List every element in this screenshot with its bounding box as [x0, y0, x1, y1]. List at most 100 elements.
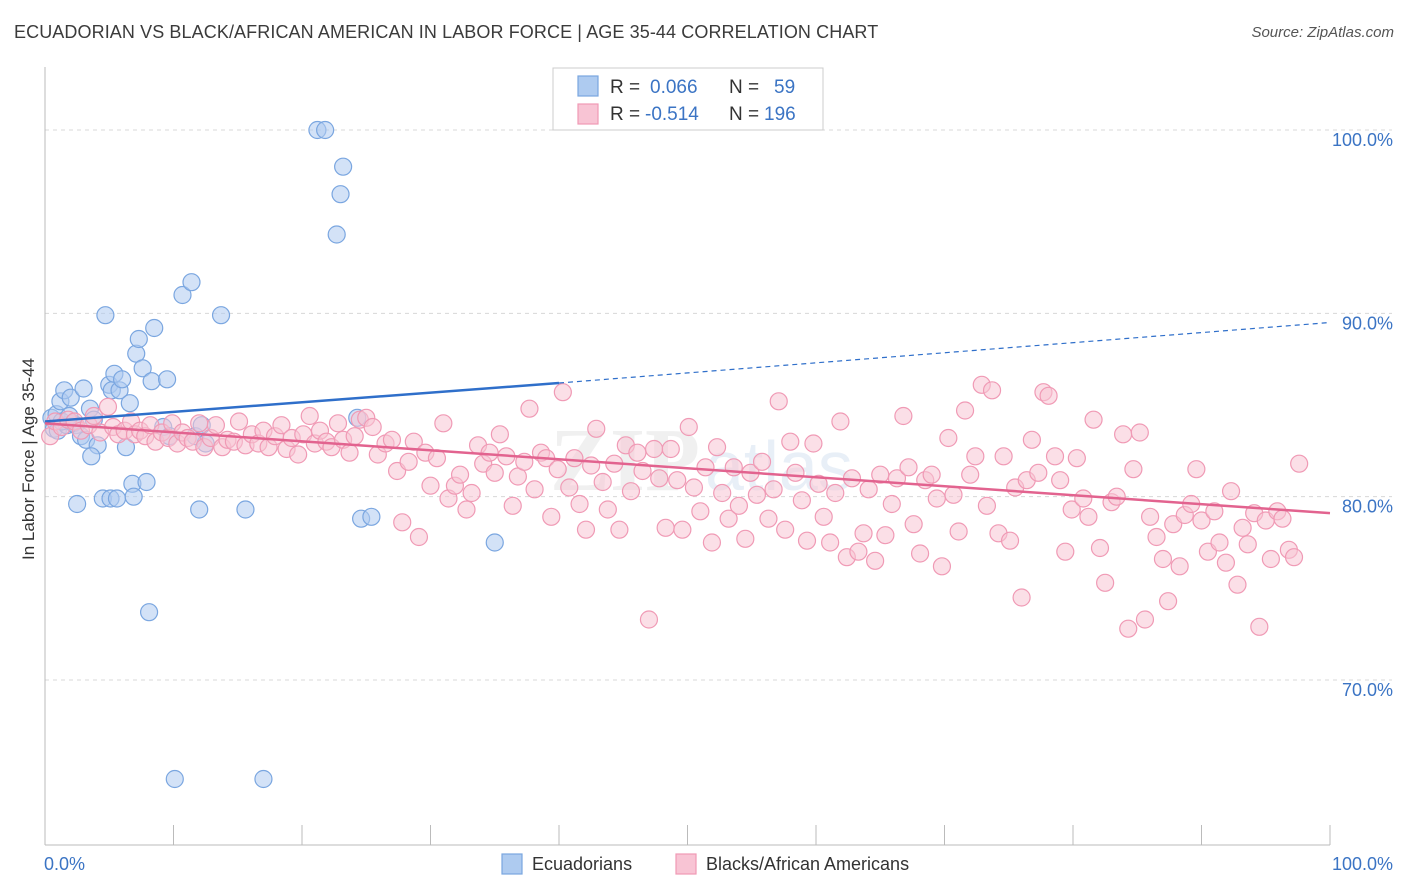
trend-lines: [44, 321, 1331, 515]
y-tick-label: 100.0%: [1332, 130, 1393, 150]
data-point: [289, 445, 308, 464]
data-point: [876, 526, 895, 545]
legend-swatch-pink: [577, 103, 599, 125]
data-point: [450, 465, 470, 484]
data-point: [1090, 538, 1110, 558]
data-point: [1273, 509, 1292, 528]
data-point: [1210, 533, 1229, 552]
trend-line-ecuadorians: [44, 381, 560, 423]
data-point: [644, 439, 664, 459]
data-point: [776, 520, 795, 539]
data-point: [899, 458, 918, 477]
data-point: [485, 533, 504, 552]
data-point: [831, 412, 850, 431]
data-point: [139, 603, 159, 622]
data-point: [696, 458, 715, 477]
data-point: [1130, 423, 1149, 442]
data-point: [961, 465, 980, 484]
bottom-legend-swatch-blue: [501, 853, 523, 875]
data-point: [409, 527, 429, 547]
data-point: [702, 533, 722, 552]
data-point: [570, 494, 589, 514]
data-point: [61, 388, 80, 407]
data-point: [165, 769, 184, 789]
y-tick-label: 90.0%: [1342, 313, 1393, 333]
data-point: [1045, 447, 1065, 466]
legend-r-value-blue: 0.066: [650, 77, 698, 98]
data-point: [650, 469, 669, 488]
legend-r-label-blue: R =: [610, 77, 640, 98]
data-point: [809, 474, 828, 493]
data-point: [797, 531, 817, 550]
data-point: [859, 480, 878, 499]
data-point: [334, 157, 353, 176]
data-point: [565, 449, 584, 468]
data-point: [1187, 460, 1206, 479]
data-point: [1158, 592, 1178, 611]
data-point: [1147, 527, 1166, 547]
data-point: [826, 483, 845, 503]
bottom-legend-label-pink: Blacks/African Americans: [706, 854, 909, 874]
data-point: [982, 381, 1002, 400]
data-point: [673, 520, 692, 539]
data-point: [542, 507, 561, 526]
legend-n-label-pink: N =: [729, 104, 759, 125]
data-point: [462, 483, 481, 503]
data-point: [691, 502, 710, 521]
data-point: [752, 452, 772, 471]
data-point: [503, 496, 522, 515]
legend-n-value-blue: 59: [774, 77, 795, 98]
data-point: [112, 370, 132, 389]
data-point: [668, 471, 687, 490]
data-point: [137, 472, 156, 492]
data-point: [331, 185, 350, 204]
data-point: [1284, 548, 1304, 567]
data-point: [707, 438, 727, 457]
data-point: [173, 285, 192, 305]
data-point: [639, 610, 659, 629]
legend-n-label-blue: N =: [729, 77, 759, 98]
data-point: [994, 447, 1013, 466]
data-point: [327, 225, 346, 244]
legend-n-value-pink: 196: [764, 104, 796, 125]
data-point: [206, 416, 226, 435]
data-point: [1290, 454, 1309, 473]
data-point: [769, 392, 788, 411]
data-point: [560, 478, 579, 497]
data-point: [1153, 549, 1173, 569]
data-point: [525, 480, 544, 499]
y-tick-label: 70.0%: [1342, 680, 1393, 700]
data-point: [1192, 511, 1211, 530]
data-point: [661, 439, 680, 459]
y-tick-label: 80.0%: [1342, 497, 1393, 517]
data-point: [786, 463, 805, 482]
data-point: [1140, 507, 1160, 526]
data-point: [804, 434, 823, 453]
data-point: [949, 522, 968, 541]
y-tick-labels: 70.0% 80.0% 90.0% 100.0%: [1332, 130, 1393, 700]
data-point: [955, 401, 975, 420]
data-point: [236, 500, 255, 519]
source-label: Source: ZipAtlas.com: [1251, 24, 1394, 41]
trend-line-ecuadorians-extension: [558, 321, 1331, 384]
data-point: [587, 419, 606, 438]
data-point: [490, 425, 509, 444]
data-point: [656, 518, 675, 537]
data-point: [520, 399, 539, 418]
data-point: [457, 500, 476, 519]
data-point: [759, 509, 778, 528]
data-point: [485, 463, 504, 482]
data-point: [211, 306, 231, 325]
data-point: [610, 520, 629, 539]
data-point: [1074, 489, 1093, 508]
data-point: [894, 406, 913, 426]
legend-r-value-pink: -0.514: [645, 104, 699, 125]
data-point: [120, 394, 139, 413]
data-point: [679, 417, 698, 437]
data-point: [421, 476, 440, 495]
data-point: [272, 416, 291, 435]
x-tick-labels: 0.0% 100.0%: [44, 854, 1393, 874]
data-point: [1216, 553, 1236, 572]
data-point: [713, 483, 732, 503]
